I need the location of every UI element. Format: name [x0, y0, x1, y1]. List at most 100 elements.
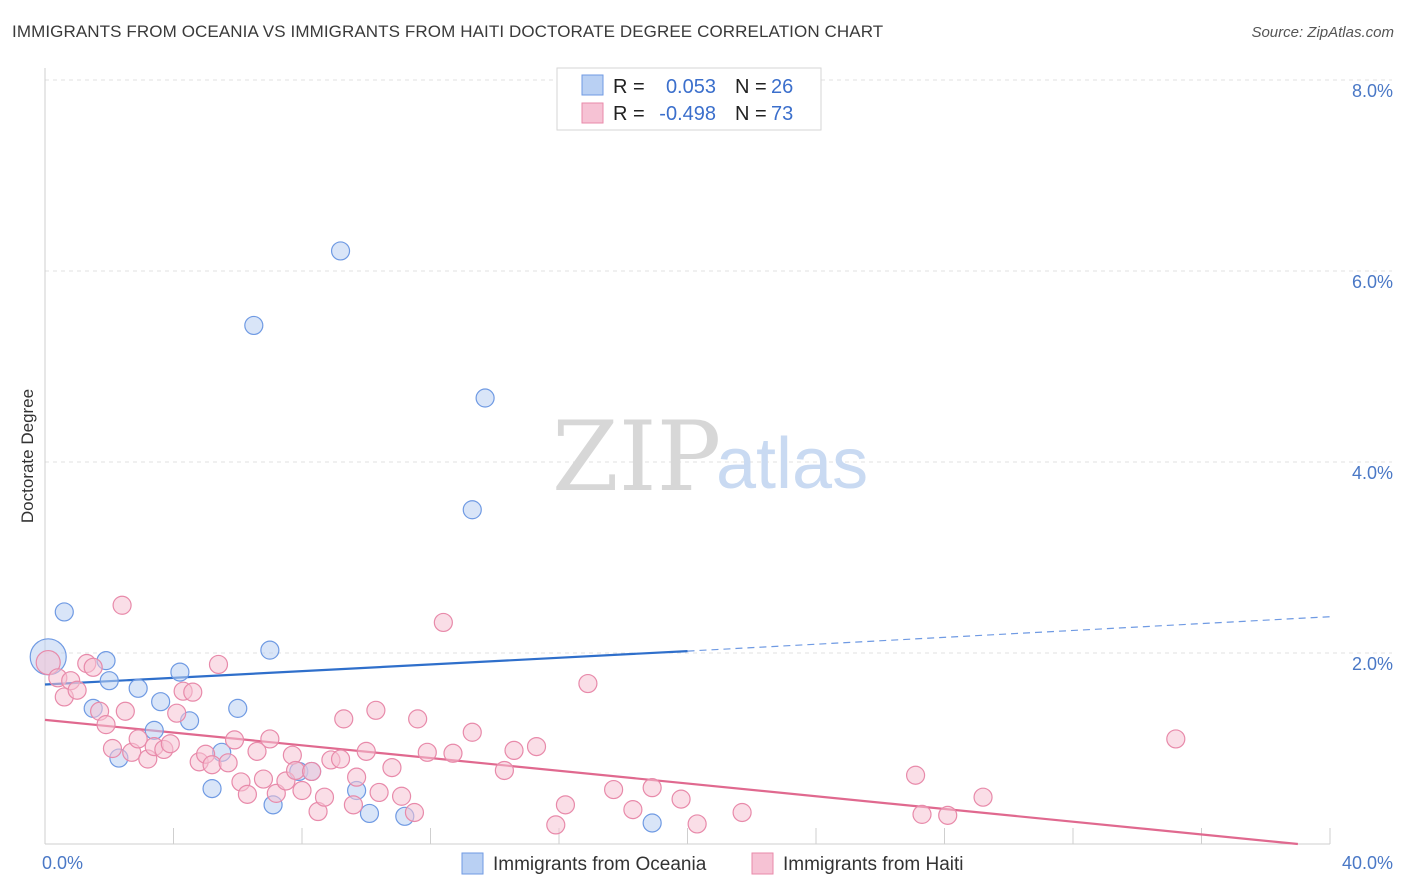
x-tick-label-min: 0.0%	[42, 853, 83, 873]
data-points	[29, 241, 1186, 835]
point-haiti	[67, 680, 87, 700]
point-haiti	[167, 703, 187, 723]
trend-line-haiti	[44, 718, 1298, 846]
point-haiti	[285, 760, 306, 781]
point-haiti	[408, 709, 428, 729]
point-haiti	[526, 736, 547, 757]
point-haiti	[671, 789, 691, 809]
point-oceania	[54, 602, 74, 622]
legend-n-value-haiti: 73	[771, 103, 793, 125]
point-haiti	[202, 755, 222, 775]
point-oceania	[244, 315, 264, 336]
watermark-atlas: atlas	[716, 424, 868, 504]
point-haiti	[433, 612, 453, 633]
axes	[44, 68, 1331, 845]
legend-r-label-oceania: R =	[613, 76, 645, 98]
point-haiti	[642, 778, 662, 798]
point-oceania	[202, 779, 222, 799]
point-haiti	[356, 741, 376, 761]
legend-n-label-oceania: N =	[735, 76, 767, 98]
y-tick-label: 4.0%	[1352, 463, 1393, 483]
point-haiti	[391, 786, 412, 806]
point-haiti	[83, 657, 103, 677]
point-haiti	[183, 682, 203, 702]
point-haiti	[555, 795, 576, 815]
point-haiti	[905, 765, 926, 785]
legend-n-label-haiti: N =	[735, 103, 767, 125]
point-haiti	[224, 730, 245, 750]
source-label: Source: ZipAtlas.com	[1251, 24, 1394, 41]
point-oceania	[359, 803, 380, 824]
point-oceania	[330, 241, 351, 261]
point-haiti	[128, 729, 148, 749]
point-haiti	[208, 654, 229, 675]
y-axis-label: Doctorate Degree	[18, 389, 37, 523]
point-haiti	[237, 784, 257, 804]
trend-line-extension-oceania	[687, 616, 1331, 652]
point-haiti	[247, 741, 267, 761]
point-haiti	[1166, 729, 1186, 749]
point-oceania	[170, 662, 190, 682]
point-haiti	[314, 787, 335, 807]
watermark-zip: ZIP	[552, 401, 721, 513]
point-haiti	[912, 804, 932, 824]
point-haiti	[382, 757, 402, 778]
point-haiti	[102, 738, 123, 759]
point-oceania	[151, 692, 171, 712]
y-tick-label: 8.0%	[1352, 81, 1393, 101]
bottom-legend-swatch-oceania	[461, 852, 484, 875]
point-haiti	[546, 815, 566, 835]
legend-r-value-oceania: 0.053	[666, 76, 716, 98]
trend-lines	[44, 616, 1331, 846]
point-haiti	[334, 709, 354, 729]
point-haiti	[160, 734, 180, 754]
point-haiti	[96, 715, 116, 735]
legend-n-value-oceania: 26	[771, 76, 793, 98]
grid-lines	[45, 79, 1392, 654]
point-haiti	[462, 722, 482, 742]
watermark: ZIP atlas	[552, 401, 868, 513]
point-haiti	[292, 780, 312, 801]
point-oceania	[260, 640, 280, 660]
point-oceania	[642, 813, 662, 833]
legend-r-label-haiti: R =	[613, 103, 645, 125]
point-haiti	[732, 802, 752, 823]
trend-line-oceania	[44, 649, 688, 686]
legend: R = 0.053 N = 26 R = -0.498 N = 73	[556, 67, 822, 131]
point-haiti	[443, 743, 463, 763]
point-haiti	[253, 769, 274, 789]
point-haiti	[343, 795, 363, 815]
point-haiti	[260, 729, 280, 749]
point-haiti	[578, 673, 598, 694]
point-haiti	[347, 767, 367, 787]
point-haiti	[604, 779, 624, 800]
point-oceania	[144, 720, 164, 740]
legend-swatch-haiti	[581, 102, 604, 124]
tick-labels: 2.0% 4.0% 6.0% 8.0% 0.0% 40.0%	[42, 81, 1393, 873]
point-haiti	[404, 802, 425, 823]
y-tick-label: 2.0%	[1352, 654, 1393, 674]
point-haiti	[302, 761, 322, 782]
point-haiti	[366, 700, 386, 720]
point-haiti	[504, 740, 524, 761]
point-haiti	[417, 742, 437, 762]
bottom-legend-label-oceania: Immigrants from Oceania	[493, 854, 707, 875]
point-oceania	[475, 388, 495, 408]
y-tick-label: 6.0%	[1352, 272, 1393, 292]
point-haiti	[973, 787, 993, 807]
point-haiti	[112, 595, 132, 615]
point-haiti	[330, 749, 351, 769]
bottom-legend: Immigrants from Oceania Immigrants from …	[461, 852, 964, 875]
point-oceania	[99, 671, 119, 691]
point-haiti	[369, 782, 389, 803]
point-haiti	[687, 814, 707, 834]
point-oceania	[128, 678, 148, 698]
point-haiti	[115, 701, 135, 721]
x-tick-label-max: 40.0%	[1342, 853, 1393, 873]
legend-r-value-haiti: -0.498	[659, 103, 716, 125]
bottom-legend-label-haiti: Immigrants from Haiti	[783, 854, 964, 875]
bottom-legend-swatch-haiti	[751, 852, 774, 875]
point-haiti	[218, 753, 238, 773]
point-oceania	[228, 698, 248, 718]
